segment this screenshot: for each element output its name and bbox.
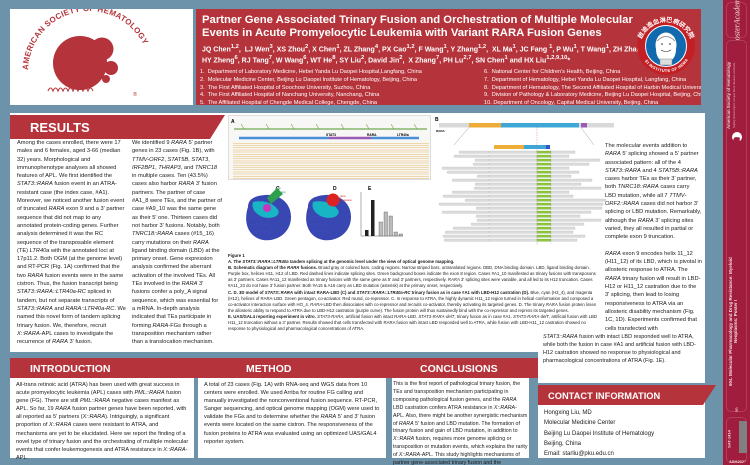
svg-text:RESULTS: RESULTS (30, 120, 90, 135)
svg-text:LTR40a: LTR40a (397, 133, 409, 137)
svg-text:®: ® (133, 91, 137, 98)
svg-text:gene: gene (275, 187, 281, 190)
svg-text:B: B (435, 117, 439, 123)
svg-text:E: E (368, 186, 372, 192)
svg-text:D: D (333, 186, 337, 192)
svg-text:RARA: RARA (436, 129, 445, 133)
svg-text:CONTACT INFORMATION: CONTACT INFORMATION (548, 391, 661, 401)
svg-text:gene: gene (340, 195, 346, 198)
svg-text:activation: activation (275, 190, 287, 194)
svg-text:STAT3: STAT3 (326, 133, 336, 137)
svg-text:METHOD: METHOD (246, 363, 292, 375)
svg-text:RARA: RARA (367, 133, 377, 137)
svg-text:CONCLUSIONS: CONCLUSIONS (420, 363, 498, 375)
svg-text:INTRODUCTION: INTRODUCTION (30, 363, 111, 375)
svg-text:repression: repression (340, 198, 353, 202)
